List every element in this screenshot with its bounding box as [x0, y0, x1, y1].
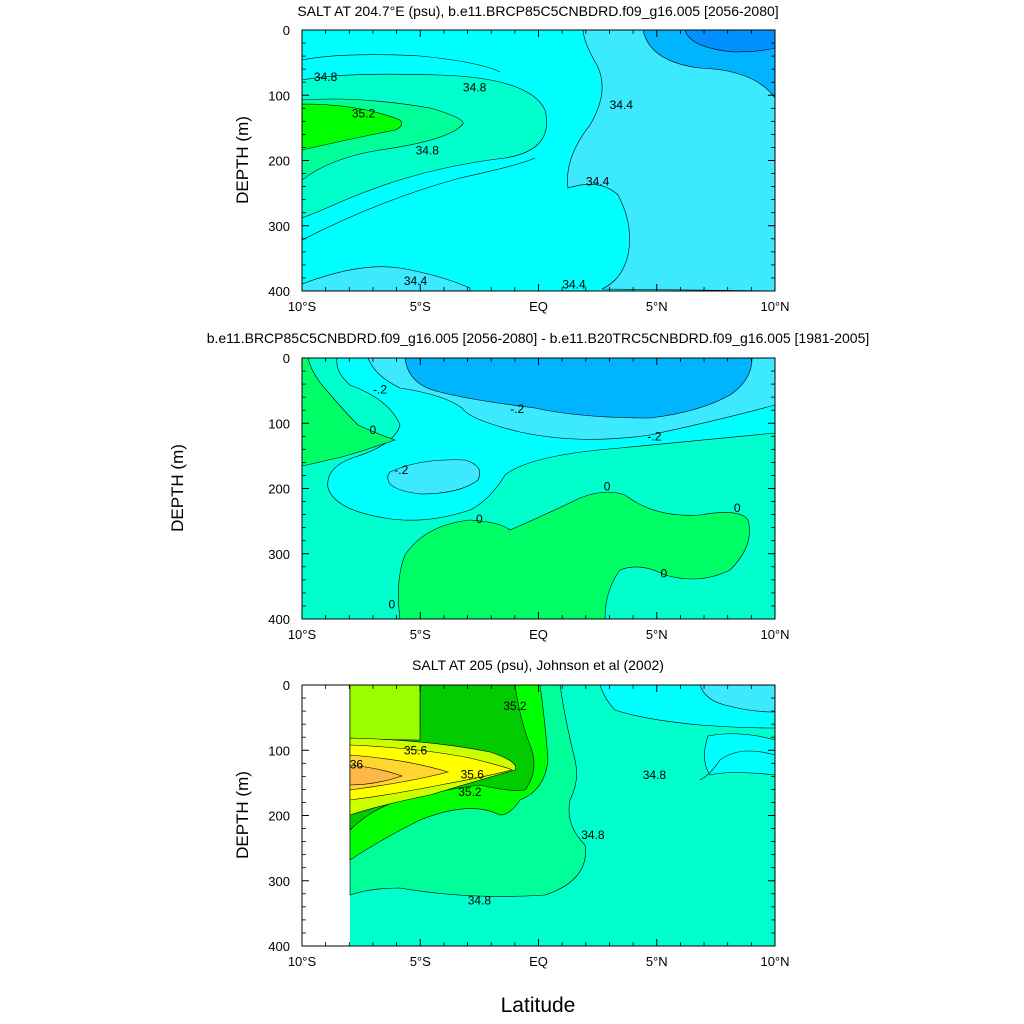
panel-1-contour-labels: 34.8 34.8 35.2 34.8 34.4 34.4 34.4 34.4 [314, 70, 633, 292]
contour-label: 34.4 [562, 278, 586, 292]
y-tick-label: 100 [268, 743, 290, 758]
contour-east [699, 750, 775, 781]
contour-label: 35.6 [461, 767, 485, 781]
contour-label: -.2 [510, 402, 524, 416]
fill-3502 [302, 103, 402, 151]
contour-label: 34.4 [586, 174, 610, 188]
contour-label: 0 [604, 480, 611, 494]
x-tick-label: 5°N [646, 627, 668, 642]
x-tick-label: 5°S [410, 954, 431, 969]
contour-label: 34.8 [463, 80, 487, 94]
x-tick-label: 10°N [760, 627, 789, 642]
fill-lt-m06 [404, 358, 753, 419]
contour-label: 0 [734, 501, 741, 515]
x-tick-label: EQ [529, 627, 548, 642]
panel-2-contour-labels: -.2 -.2 -.2 0 -.2 0 0 0 0 0 [370, 382, 741, 611]
contour-label: 34.8 [581, 828, 605, 842]
y-tick-label: 200 [268, 482, 290, 497]
contour-label: 35.2 [503, 699, 527, 713]
panel-1-ticks: 10°S 5°S EQ 5°N 10°N 0 100 200 300 400 [268, 23, 789, 314]
panel-3-title: SALT AT 205 (psu), Johnson et al (2002) [412, 657, 664, 673]
panel-1-field [302, 30, 775, 291]
contour-label: 35.6 [404, 743, 428, 757]
y-tick-label: 400 [268, 939, 290, 954]
y-tick-label: 0 [283, 678, 290, 693]
y-tick-label: 0 [283, 23, 290, 38]
panel-1-title: SALT AT 204.7°E (psu), b.e11.BRCP85C5CNB… [297, 3, 778, 19]
contour-label: 34.8 [468, 893, 492, 907]
y-tick-label: 300 [268, 219, 290, 234]
contour-label: 35.2 [458, 785, 482, 799]
fill-3426 [699, 685, 775, 713]
panel-3: SALT AT 205 (psu), Johnson et al (2002) … [233, 657, 790, 969]
x-tick-label: 10°N [760, 954, 789, 969]
contour-label: 0 [660, 566, 667, 580]
fill-3424-east [567, 30, 775, 291]
contour-label: 35.2 [352, 107, 376, 121]
y-tick-label: 200 [268, 154, 290, 169]
panel-3-field [349, 685, 775, 946]
y-tick-label: 0 [283, 351, 290, 366]
contour-label: 0 [370, 423, 377, 437]
x-tick-label: EQ [529, 299, 548, 314]
contour-label: 34.4 [404, 274, 428, 288]
y-tick-label: 100 [268, 416, 290, 431]
contour-deep [302, 157, 536, 241]
fill-m06-m04-lens [387, 459, 481, 495]
panel-2: b.e11.BRCP85C5CNBDRD.f09_g16.005 [2056-2… [168, 330, 869, 642]
panel-3-ticks: 10°S 5°S EQ 5°N 10°N 0 100 200 300 400 [268, 678, 789, 969]
x-tick-label: 10°S [288, 627, 317, 642]
x-tick-label: 10°N [760, 299, 789, 314]
x-axis-label: Latitude [501, 994, 576, 1017]
contour-label: -.2 [647, 429, 661, 443]
panel-1: SALT AT 204.7°E (psu), b.e11.BRCP85C5CNB… [233, 3, 790, 314]
fill-3424-south [302, 266, 471, 291]
y-tick-label: 300 [268, 547, 290, 562]
fill-gt-0-west [302, 358, 396, 467]
contour-label: 0 [476, 512, 483, 526]
y-tick-label: 400 [268, 612, 290, 627]
fill-3446 [599, 685, 775, 776]
contour-label: -.2 [373, 382, 387, 396]
fill-gt-0-deep [398, 491, 750, 619]
x-tick-label: 5°N [646, 954, 668, 969]
contour-shallow [302, 54, 501, 73]
y-tick-label: 400 [268, 284, 290, 299]
contour-label: -.2 [394, 463, 408, 477]
y-tick-label: 100 [268, 88, 290, 103]
panel-3-ylabel: DEPTH (m) [233, 771, 252, 859]
contour-label: 0 [389, 598, 396, 612]
panel-1-ylabel: DEPTH (m) [233, 116, 252, 204]
x-tick-label: EQ [529, 954, 548, 969]
fill-gt-3600 [349, 764, 403, 786]
x-tick-label: 5°S [410, 627, 431, 642]
panel-2-title: b.e11.BRCP85C5CNBDRD.f09_g16.005 [2056-2… [207, 330, 870, 346]
panel-2-ticks: 10°S 5°S EQ 5°N 10°N 0 100 200 300 400 [268, 351, 789, 642]
panel-3-contour-labels: 35.2 35.6 36 35.6 35.2 34.8 34.8 34.8 [350, 699, 667, 907]
contour-label: 34.8 [314, 70, 338, 84]
x-tick-label: 10°S [288, 299, 317, 314]
y-tick-label: 300 [268, 874, 290, 889]
contour-label: 34.4 [610, 98, 634, 112]
y-tick-label: 200 [268, 809, 290, 824]
contour-label: 34.8 [416, 144, 440, 158]
x-tick-label: 5°N [646, 299, 668, 314]
contour-label: 36 [350, 758, 364, 772]
fill-lt-3402 [684, 30, 775, 53]
x-tick-label: 10°S [288, 954, 317, 969]
panel-2-field [302, 358, 775, 619]
x-tick-label: 5°S [410, 299, 431, 314]
contour-label: 34.8 [643, 768, 667, 782]
fill-3550 [349, 685, 421, 741]
panel-2-ylabel: DEPTH (m) [168, 444, 187, 532]
